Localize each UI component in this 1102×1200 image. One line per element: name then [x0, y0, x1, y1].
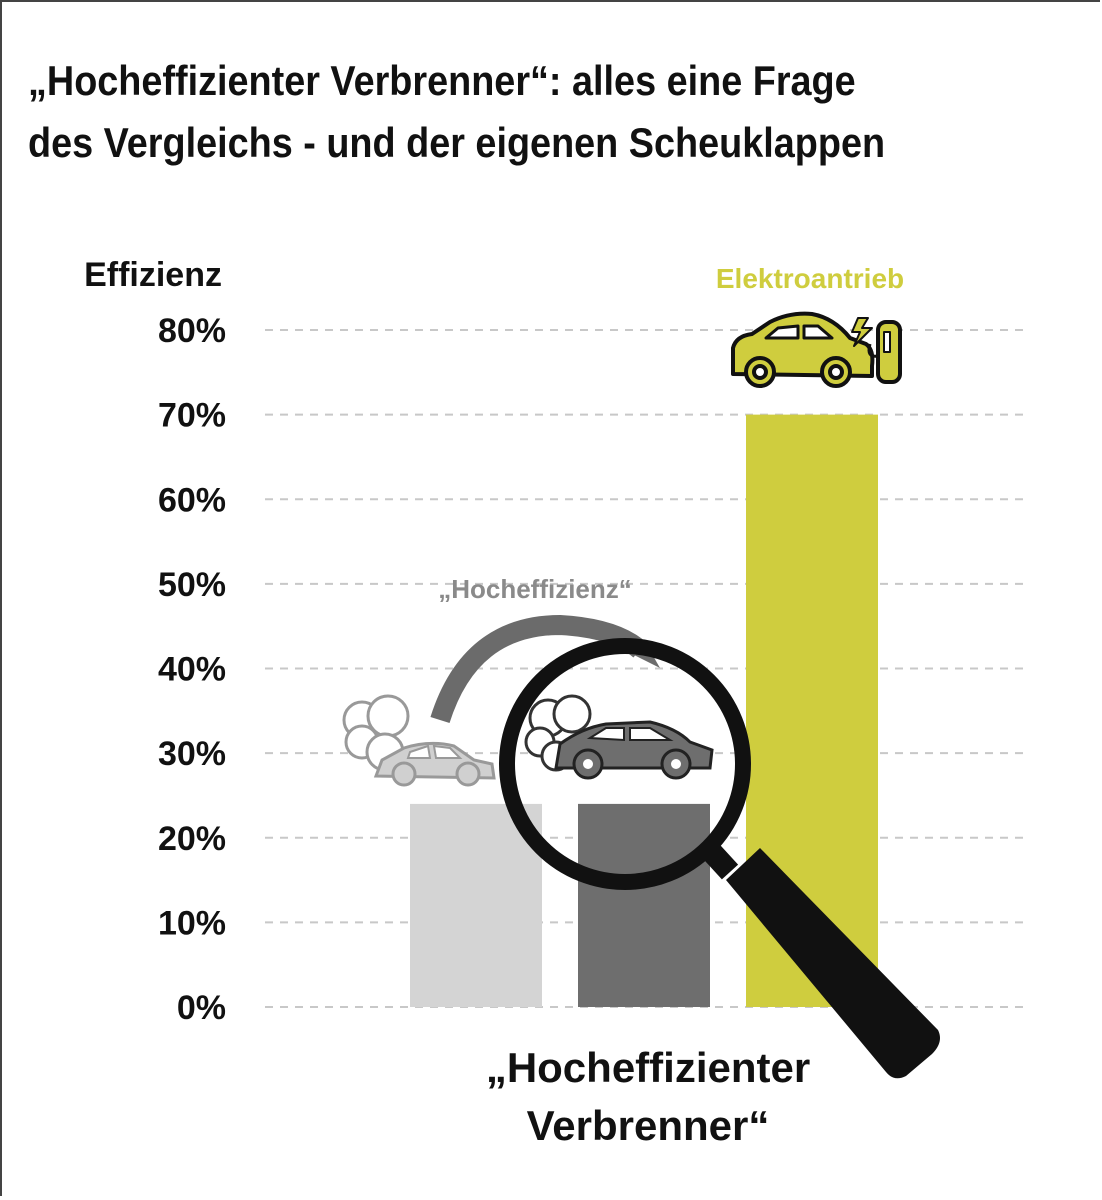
bar-dark-combustion [578, 803, 710, 1007]
hocheffizienz-label: „Hocheffizienz“ [438, 574, 632, 604]
title-line-1: „Hocheffizienter Verbrenner“: alles eine… [28, 57, 856, 104]
y-axis-ticks: 0% 10% 20% 30% 40% 50% 60% 70% 80% [158, 312, 226, 1027]
bars [410, 414, 878, 1007]
electric-car-charging-icon [731, 311, 902, 388]
y-tick-label: 0% [177, 989, 226, 1027]
y-tick-label: 70% [158, 397, 226, 435]
chart-title: „Hocheffizienter Verbrenner“: alles eine… [28, 50, 964, 174]
car-exhaust-light-icon [342, 694, 496, 787]
electric-label: Elektroantrieb [716, 263, 904, 294]
y-tick-label: 60% [158, 481, 226, 519]
bottom-label-line-1: „Hocheffizienter [486, 1044, 810, 1091]
bottom-label-line-2: Verbrenner“ [527, 1102, 770, 1149]
magnifying-glass-icon [499, 638, 940, 1079]
bar-light-combustion [410, 803, 542, 1007]
y-tick-label: 50% [158, 566, 226, 604]
y-tick-label: 10% [158, 904, 226, 942]
y-axis-label: Effizienz [84, 256, 222, 294]
y-tick-label: 20% [158, 820, 226, 858]
title-line-2: des Vergleichs - und der eigenen Scheukl… [28, 119, 886, 166]
y-tick-label: 40% [158, 651, 226, 689]
y-tick-label: 30% [158, 735, 226, 773]
car-exhaust-dark-icon [524, 694, 714, 780]
y-tick-label: 80% [158, 312, 226, 350]
